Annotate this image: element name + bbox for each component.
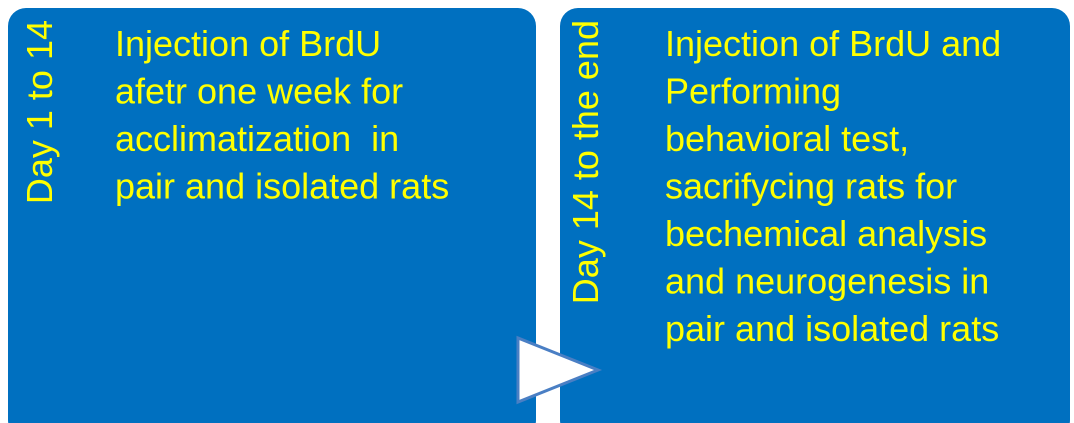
- step-text: Performing: [665, 71, 841, 112]
- step-text: acclimatization in: [115, 118, 399, 159]
- step-text: bechemical analysis: [665, 213, 987, 254]
- step-text: Injection of BrdU: [115, 23, 381, 64]
- step-text: behavioral test,: [665, 118, 909, 159]
- step-text: sacrifycing rats for: [665, 166, 957, 207]
- step-text: pair and isolated rats: [665, 308, 999, 349]
- step-text: pair and isolated rats: [115, 166, 449, 207]
- step-box: [560, 8, 1070, 423]
- step-text: afetr one week for: [115, 71, 403, 112]
- arrow: [516, 335, 603, 405]
- step-box: [8, 8, 536, 423]
- step-text: Injection of BrdU and: [665, 23, 1001, 64]
- step-label: Day 14 to the end: [565, 20, 606, 304]
- step-label: Day 1 to 14: [19, 20, 60, 204]
- step-text: and neurogenesis in: [665, 261, 989, 302]
